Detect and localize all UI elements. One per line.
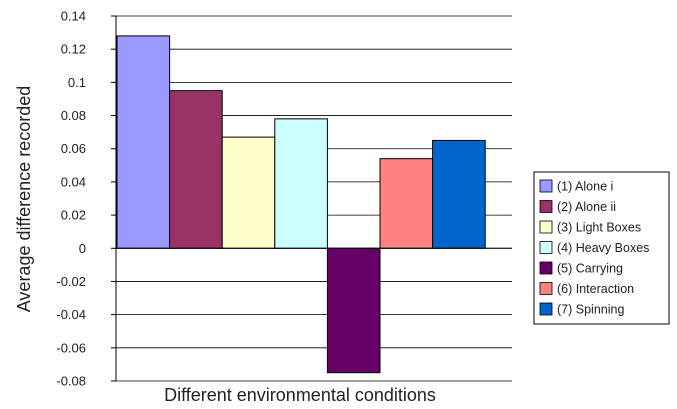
legend-swatch bbox=[539, 220, 553, 234]
x-axis-title: Different environmental conditions bbox=[164, 385, 436, 405]
legend-frame bbox=[533, 171, 670, 325]
bar-6 bbox=[379, 158, 434, 249]
y-tick-label: 0.12 bbox=[61, 42, 86, 57]
bars bbox=[116, 35, 486, 374]
y-tick-labels: 0.14 0.12 0.1 0.08 0.06 0.04 0.02 0 -0.02 -0.04 -0… bbox=[56, 9, 86, 389]
legend-label: (7) Spinning bbox=[557, 303, 624, 317]
legend-swatch bbox=[539, 261, 553, 275]
legend-label: (2) Alone ii bbox=[557, 200, 616, 214]
bar-2 bbox=[169, 90, 223, 249]
legend-swatch bbox=[539, 302, 553, 316]
legend-label: (1) Alone i bbox=[557, 180, 613, 194]
bar-5 bbox=[326, 247, 381, 374]
y-tick-label: 0.1 bbox=[68, 75, 86, 90]
y-tick-label: 0.02 bbox=[61, 208, 86, 223]
y-axis-title: Average difference recorded bbox=[14, 86, 34, 313]
y-tick-label: -0.06 bbox=[56, 340, 86, 355]
bar-4 bbox=[274, 118, 328, 249]
legend-label: (6) Interaction bbox=[557, 282, 634, 296]
legend-label: (3) Light Boxes bbox=[557, 221, 641, 235]
legend-swatch bbox=[539, 241, 553, 254]
bar-1 bbox=[116, 35, 171, 249]
legend-swatch bbox=[539, 282, 553, 295]
legend-label: (4) Heavy Boxes bbox=[557, 241, 649, 255]
y-tick-label: 0.06 bbox=[61, 141, 86, 156]
y-tick-label: 0.14 bbox=[61, 9, 86, 24]
legend: (1) Alone i (2) Alone ii (3) Light Boxes (4… bbox=[533, 171, 670, 325]
y-tick-label: -0.08 bbox=[56, 374, 86, 389]
legend-swatch bbox=[539, 179, 553, 193]
y-tick-label: 0 bbox=[79, 241, 86, 256]
y-tick-label: -0.02 bbox=[56, 274, 86, 289]
bar-3 bbox=[221, 136, 276, 249]
bar-7 bbox=[432, 139, 486, 249]
legend-swatch bbox=[539, 200, 553, 213]
y-tick-label: 0.04 bbox=[61, 174, 86, 189]
y-tick-label: 0.08 bbox=[61, 108, 86, 123]
axes bbox=[115, 16, 512, 381]
legend-label: (5) Carrying bbox=[557, 262, 623, 276]
y-tick-label: -0.04 bbox=[56, 307, 86, 322]
